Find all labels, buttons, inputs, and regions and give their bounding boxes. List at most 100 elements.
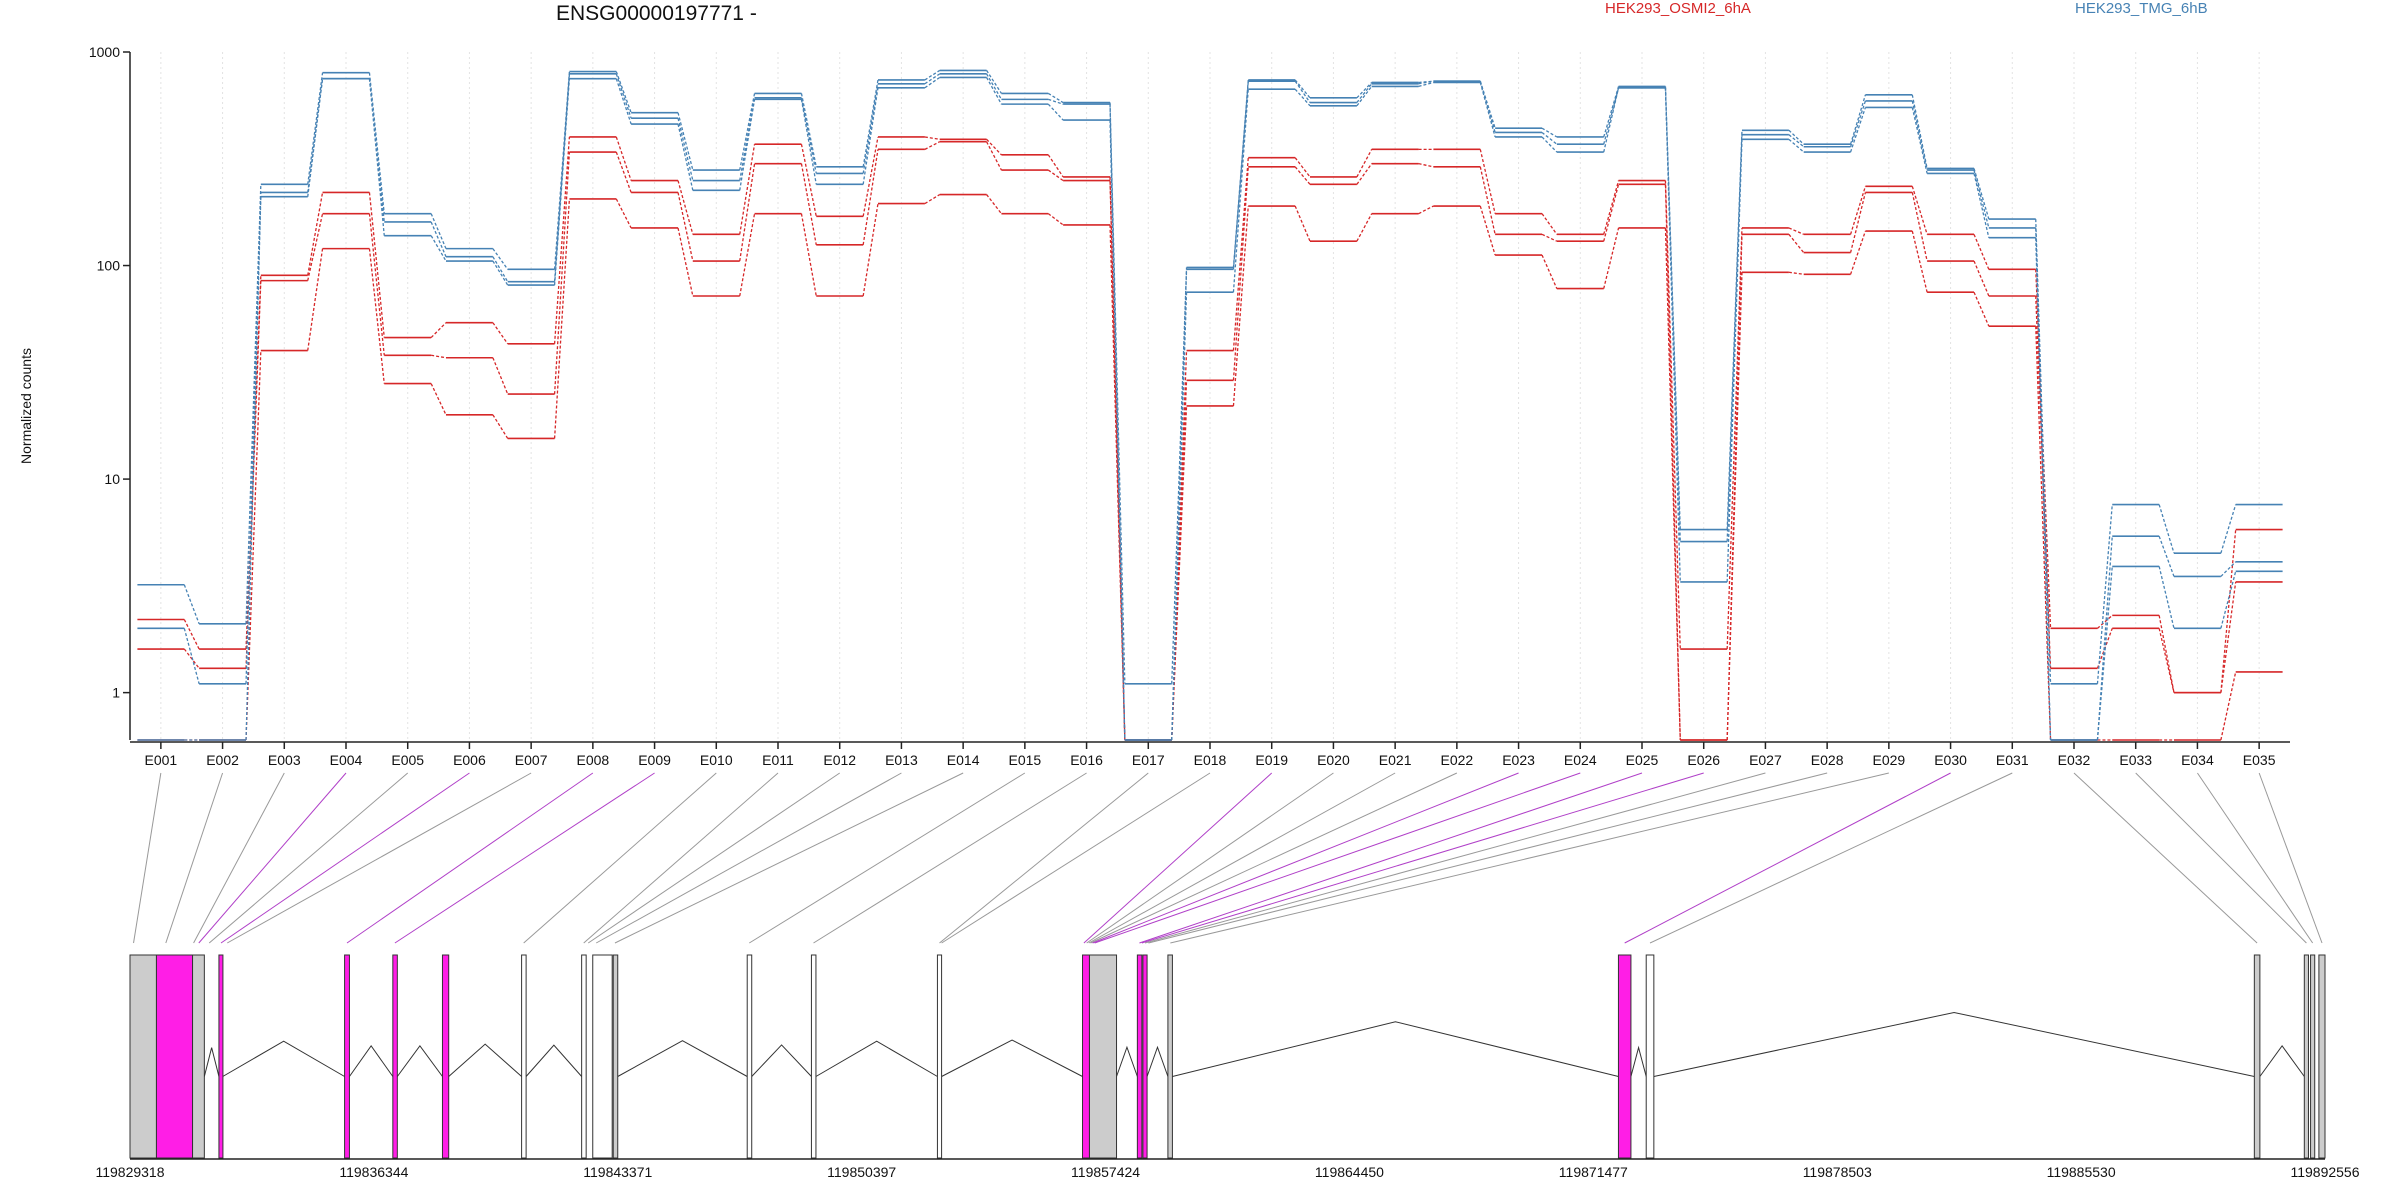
intron-line — [2259, 1044, 2305, 1077]
x-tick-label: E007 — [515, 752, 548, 768]
y-axis: 1 10 100 1000 — [89, 44, 131, 740]
data-connector — [2035, 219, 2052, 684]
exon-connector — [1649, 772, 2013, 944]
data-connector — [986, 77, 1002, 105]
data-connector — [1479, 166, 1496, 235]
x-tick-label: E034 — [2181, 752, 2214, 768]
genome-tick-label: 119885530 — [2047, 1164, 2116, 1180]
data-connector — [862, 79, 879, 167]
data-connector — [1541, 213, 1558, 235]
exon-connector — [523, 772, 717, 944]
exon-block-white — [1645, 954, 1655, 1159]
data-connector — [492, 322, 509, 345]
data-connector — [431, 354, 447, 359]
x-tick-label: E013 — [885, 752, 918, 768]
data-connector — [1171, 267, 1188, 684]
data-connector — [368, 192, 385, 338]
exon-connector — [2258, 772, 2323, 944]
exon-block-gray — [2318, 954, 2326, 1159]
data-connector — [800, 213, 817, 297]
data-connector — [615, 151, 632, 193]
data-connector — [1788, 129, 1805, 145]
data-connector — [800, 99, 817, 185]
intron-line — [815, 1040, 938, 1077]
data-connector — [307, 213, 324, 281]
data-connector — [492, 248, 509, 270]
data-connector — [800, 163, 817, 245]
exon-connector — [1148, 772, 1828, 944]
data-connector — [1356, 149, 1373, 178]
data-connector — [862, 149, 879, 245]
data-connector — [1973, 234, 1990, 270]
series-6 — [137, 76, 2283, 741]
x-tick-label: E008 — [577, 752, 610, 768]
data-connector — [430, 235, 447, 262]
data-connector — [739, 213, 756, 297]
exon-connector — [198, 772, 347, 944]
data-connector — [1849, 192, 1867, 253]
data-connector — [677, 123, 694, 191]
data-connector — [2158, 504, 2175, 554]
data-connector — [1973, 169, 1990, 229]
data-connector — [245, 196, 262, 741]
data-connector — [1232, 89, 1249, 293]
data-connector — [1048, 98, 1064, 105]
exon-block-gray — [192, 954, 205, 1159]
exon-block-white — [521, 954, 527, 1159]
data-connector — [615, 71, 632, 113]
data-connector — [924, 76, 941, 89]
exon-connector — [220, 772, 470, 944]
data-connector — [1788, 227, 1804, 235]
data-connector — [430, 213, 447, 249]
x-tick-label: E014 — [947, 752, 980, 768]
data-connector — [2096, 566, 2113, 741]
x-tick-label: E025 — [1626, 752, 1659, 768]
data-connector — [1047, 154, 1064, 178]
data-connector — [368, 213, 385, 356]
exon-connector — [1083, 772, 1273, 944]
exon-connector — [227, 772, 532, 944]
x-tick-label: E030 — [1934, 752, 1967, 768]
exon-block-white — [810, 954, 817, 1159]
data-connector — [862, 87, 879, 185]
data-connector — [739, 144, 756, 235]
exon-connector — [1090, 772, 1458, 944]
data-connector — [1541, 233, 1558, 242]
data-connector — [1294, 80, 1311, 103]
data-connector — [1726, 227, 1743, 650]
intron-line — [1630, 1045, 1647, 1077]
exon-block-gray — [129, 954, 157, 1159]
data-connector — [1726, 130, 1743, 530]
genome-tick-label: 119871477 — [1559, 1164, 1628, 1180]
data-connector — [1541, 131, 1558, 145]
data-connector — [677, 112, 694, 171]
data-connector — [368, 78, 385, 236]
x-tick-label: E009 — [638, 752, 671, 768]
x-tick-label: E017 — [1132, 752, 1165, 768]
data-connector — [183, 619, 200, 650]
data-connector — [183, 584, 200, 625]
intron-line — [1172, 1021, 1619, 1077]
exon-connector — [1094, 772, 1581, 944]
data-connector — [986, 138, 1002, 156]
data-connector — [2220, 529, 2237, 693]
data-connector — [307, 248, 324, 351]
intron-line — [941, 1039, 1083, 1077]
intron-line — [396, 1044, 443, 1077]
data-connector — [1232, 205, 1249, 407]
data-connector — [739, 97, 756, 181]
data-connector — [1047, 92, 1064, 104]
exon-connector — [587, 772, 840, 944]
data-connector — [800, 93, 817, 167]
data-connector — [986, 194, 1002, 215]
exon-connector — [2135, 772, 2307, 944]
data-connector — [1541, 254, 1558, 289]
data-connector — [924, 136, 940, 140]
genome-tick-label: 119850397 — [827, 1164, 896, 1180]
x-axis-exon-labels: E001 E002 E003 E004 E005 E006 E007 E008 E009 E010… — [130, 741, 2290, 768]
exon-connector — [165, 772, 224, 944]
genome-tick-label: 119843371 — [583, 1164, 652, 1180]
data-connector — [1294, 79, 1311, 99]
data-connector — [1232, 79, 1249, 268]
